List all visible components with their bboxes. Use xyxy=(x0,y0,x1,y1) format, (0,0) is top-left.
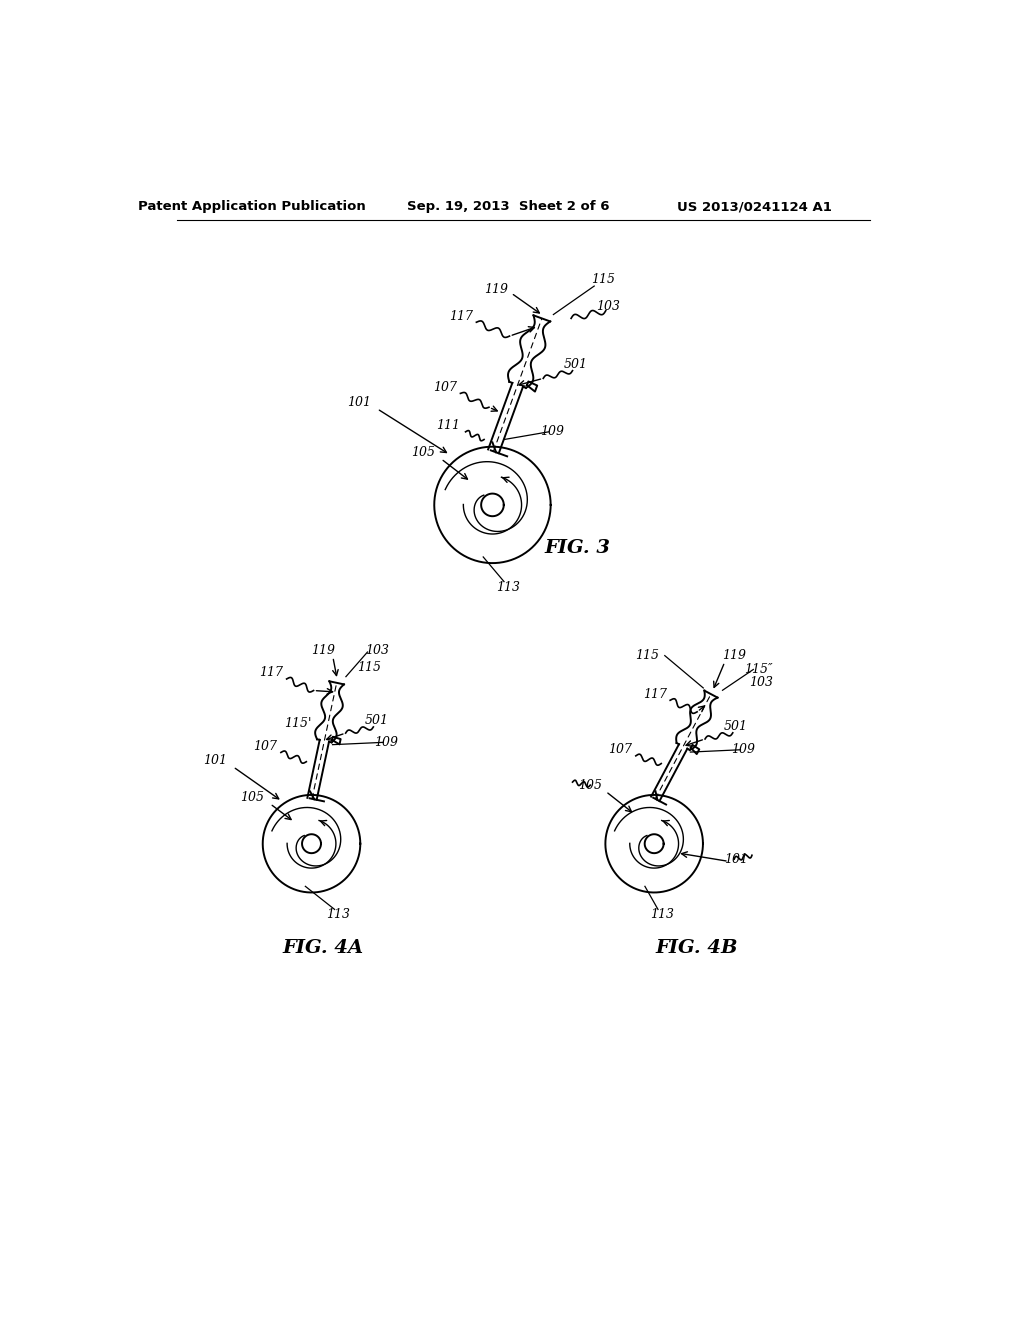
Text: US 2013/0241124 A1: US 2013/0241124 A1 xyxy=(677,201,831,214)
Text: 115': 115' xyxy=(285,717,311,730)
Text: 115: 115 xyxy=(357,661,381,675)
Text: 109: 109 xyxy=(375,735,398,748)
Text: 501: 501 xyxy=(365,714,388,727)
Text: 101: 101 xyxy=(203,754,227,767)
Text: 501: 501 xyxy=(724,721,748,733)
Text: 115: 115 xyxy=(635,649,659,663)
Text: 111: 111 xyxy=(436,420,460,432)
Text: 107: 107 xyxy=(254,739,278,752)
Text: 119: 119 xyxy=(722,649,746,663)
Text: 117: 117 xyxy=(259,667,284,680)
Text: FIG. 4A: FIG. 4A xyxy=(283,939,364,957)
Text: 113: 113 xyxy=(496,581,520,594)
Text: 103: 103 xyxy=(749,676,773,689)
Text: Sep. 19, 2013  Sheet 2 of 6: Sep. 19, 2013 Sheet 2 of 6 xyxy=(407,201,609,214)
Text: 105: 105 xyxy=(579,779,602,792)
Text: Patent Application Publication: Patent Application Publication xyxy=(138,201,367,214)
Text: 101: 101 xyxy=(347,396,372,409)
Text: 115: 115 xyxy=(592,273,615,286)
Text: 109: 109 xyxy=(540,425,564,438)
Text: 107: 107 xyxy=(608,743,633,756)
Text: 117: 117 xyxy=(449,310,473,322)
Text: 105: 105 xyxy=(241,791,264,804)
Text: FIG. 4B: FIG. 4B xyxy=(655,939,737,957)
Text: 113: 113 xyxy=(650,908,674,920)
Text: FIG. 3: FIG. 3 xyxy=(544,539,610,557)
Text: 101: 101 xyxy=(725,853,749,866)
Text: 115″: 115″ xyxy=(744,663,773,676)
Text: 117: 117 xyxy=(643,688,667,701)
Text: 105: 105 xyxy=(412,446,435,459)
Text: 103: 103 xyxy=(365,644,389,657)
Text: 501: 501 xyxy=(563,358,588,371)
Text: 103: 103 xyxy=(596,301,621,313)
Text: 113: 113 xyxy=(327,908,350,920)
Text: 119: 119 xyxy=(311,644,335,657)
Text: 109: 109 xyxy=(731,743,756,756)
Text: 107: 107 xyxy=(433,380,457,393)
Text: 119: 119 xyxy=(483,282,508,296)
